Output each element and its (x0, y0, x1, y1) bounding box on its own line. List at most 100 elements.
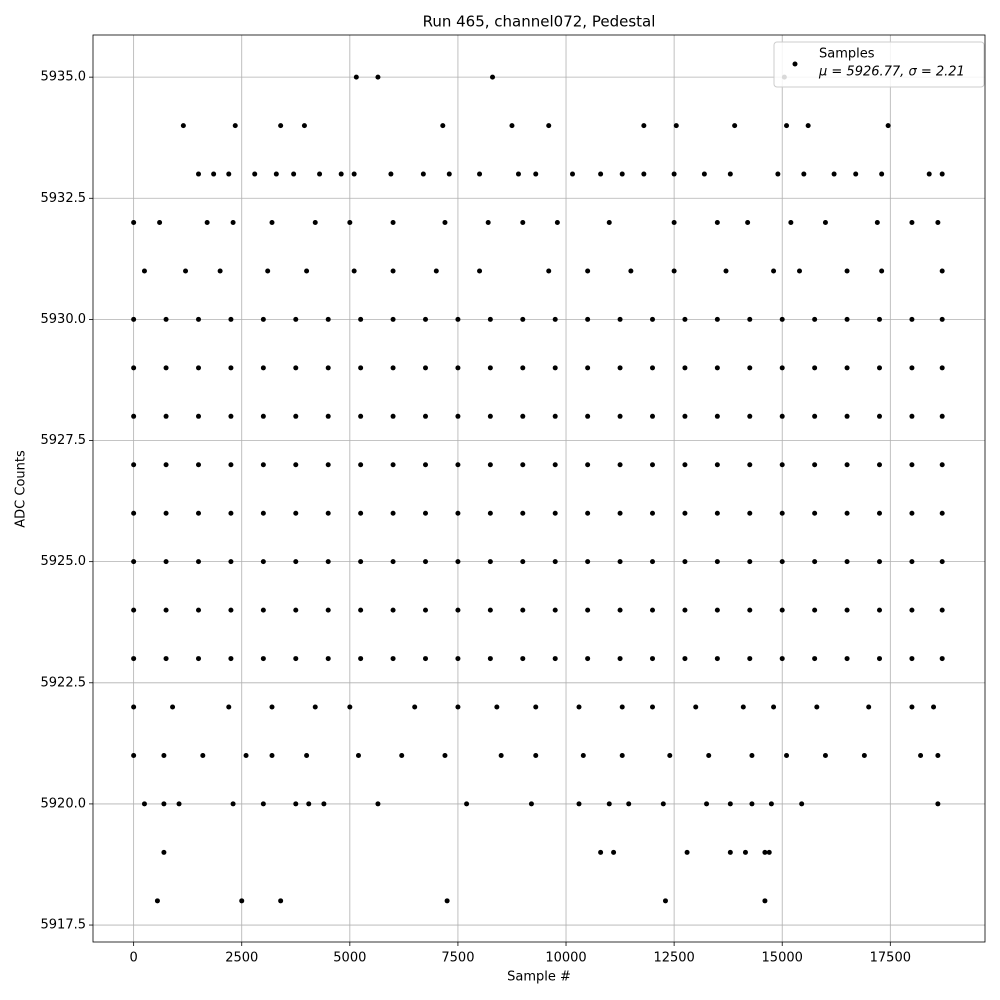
point (649, 607, 655, 613)
point (745, 220, 751, 226)
point (762, 898, 768, 904)
point (876, 413, 882, 419)
point (358, 559, 364, 565)
point (732, 123, 738, 129)
y-tick-label: 5922.5 (41, 675, 87, 690)
point (662, 898, 668, 904)
point (477, 268, 483, 274)
point (515, 171, 521, 177)
point (723, 268, 729, 274)
point (533, 704, 539, 710)
point (347, 220, 353, 226)
point (853, 171, 859, 177)
point (390, 559, 396, 565)
point (228, 510, 234, 516)
point (747, 316, 753, 322)
point (742, 849, 748, 855)
point (779, 656, 785, 662)
point (866, 704, 872, 710)
point (585, 656, 591, 662)
point (844, 462, 850, 468)
y-tick-label: 5920.0 (41, 796, 87, 811)
point (779, 413, 785, 419)
point (228, 413, 234, 419)
point (552, 462, 558, 468)
point (844, 607, 850, 613)
point (161, 752, 167, 758)
point (161, 801, 167, 807)
point (520, 656, 526, 662)
point (844, 510, 850, 516)
point (325, 413, 331, 419)
point (935, 801, 941, 807)
point (487, 607, 493, 613)
point (204, 220, 210, 226)
point (812, 413, 818, 419)
y-axis-label: ADC Counts (14, 450, 29, 528)
point (876, 316, 882, 322)
point (714, 220, 720, 226)
point (876, 510, 882, 516)
point (931, 704, 937, 710)
point (812, 510, 818, 516)
point (490, 74, 496, 80)
point (533, 171, 539, 177)
point (585, 268, 591, 274)
point (801, 171, 807, 177)
point (682, 559, 688, 565)
point (528, 801, 534, 807)
point (351, 171, 357, 177)
x-tick-label: 15000 (762, 951, 803, 966)
point (747, 656, 753, 662)
legend-box (773, 41, 985, 88)
point (358, 510, 364, 516)
point (293, 510, 299, 516)
point (358, 365, 364, 371)
point (455, 462, 461, 468)
point (649, 656, 655, 662)
point (423, 559, 429, 565)
point (291, 171, 297, 177)
point (325, 510, 331, 516)
point (649, 365, 655, 371)
point (546, 123, 552, 129)
point (304, 268, 310, 274)
point (455, 607, 461, 613)
legend-marker (792, 61, 798, 67)
y-tick-label: 5930.0 (41, 312, 87, 327)
point (217, 268, 223, 274)
point (325, 462, 331, 468)
point (626, 801, 632, 807)
point (749, 752, 755, 758)
point (805, 123, 811, 129)
point (576, 801, 582, 807)
point (671, 268, 677, 274)
point (226, 171, 232, 177)
point (682, 365, 688, 371)
point (180, 123, 186, 129)
point (420, 171, 426, 177)
point (520, 413, 526, 419)
point (232, 123, 238, 129)
point (552, 316, 558, 322)
point (455, 559, 461, 565)
point (598, 171, 604, 177)
point (131, 510, 137, 516)
point (487, 365, 493, 371)
point (684, 849, 690, 855)
point (520, 559, 526, 565)
point (939, 607, 945, 613)
point (939, 559, 945, 565)
point (196, 656, 202, 662)
point (446, 171, 452, 177)
point (775, 171, 781, 177)
point (649, 316, 655, 322)
point (131, 462, 137, 468)
x-tick-label: 10000 (545, 951, 586, 966)
point (876, 607, 882, 613)
point (455, 510, 461, 516)
point (714, 365, 720, 371)
point (671, 171, 677, 177)
point (325, 607, 331, 613)
point (844, 413, 850, 419)
